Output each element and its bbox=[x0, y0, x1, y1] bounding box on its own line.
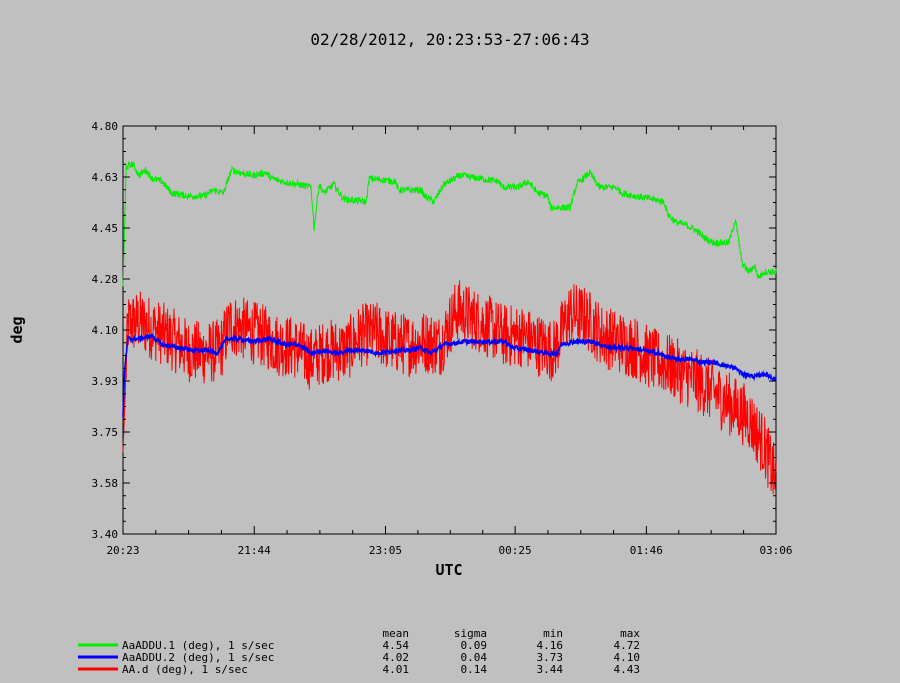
stats-header: max bbox=[620, 627, 640, 640]
stats-value: 4.72 bbox=[614, 639, 641, 652]
legend: mean sigma min max AaADDU.1 (deg), 1 s/sec 4.… bbox=[78, 627, 640, 676]
chart-title: 02/28/2012, 20:23:53-27:06:43 bbox=[310, 30, 589, 49]
y-tick-label: 4.63 bbox=[92, 171, 119, 184]
x-axis-label: UTC bbox=[435, 561, 462, 579]
y-tick-label: 3.58 bbox=[92, 477, 119, 490]
stats-value: 3.73 bbox=[537, 651, 564, 664]
y-tick-label: 3.75 bbox=[92, 426, 119, 439]
x-tick-label: 20:23 bbox=[106, 544, 139, 557]
stats-value: 0.04 bbox=[461, 651, 488, 664]
stats-value: 4.16 bbox=[537, 639, 564, 652]
y-tick-label: 4.45 bbox=[92, 222, 119, 235]
x-tick-label: 23:05 bbox=[369, 544, 402, 557]
legend-label: AA.d (deg), 1 s/sec bbox=[122, 663, 248, 676]
stats-header: sigma bbox=[454, 627, 487, 640]
y-tick-label: 4.80 bbox=[92, 120, 119, 133]
series-line-2 bbox=[122, 333, 777, 418]
series-line-1 bbox=[122, 160, 777, 287]
series-line-3 bbox=[122, 280, 777, 495]
x-tick-label: 01:46 bbox=[630, 544, 663, 557]
x-tick-label: 21:44 bbox=[238, 544, 271, 557]
stats-value: 0.09 bbox=[461, 639, 488, 652]
y-tick-label: 4.28 bbox=[92, 273, 119, 286]
stats-header: min bbox=[543, 627, 563, 640]
x-tick-label: 03:06 bbox=[759, 544, 792, 557]
stats-value: 4.54 bbox=[383, 639, 410, 652]
y-tick-label: 4.10 bbox=[92, 324, 119, 337]
stats-value: 4.02 bbox=[383, 651, 410, 664]
stats-header: mean bbox=[383, 627, 410, 640]
stats-value: 4.10 bbox=[614, 651, 641, 664]
stats-value: 4.43 bbox=[614, 663, 641, 676]
stats-value: 4.01 bbox=[383, 663, 410, 676]
legend-label: AaADDU.2 (deg), 1 s/sec bbox=[122, 651, 274, 664]
axis-layer: 4.80 4.63 4.45 4.28 4.10 3.93 3.75 3.58 3.40 20:2… bbox=[92, 120, 793, 557]
stats-value: 0.14 bbox=[461, 663, 488, 676]
y-tick-label: 3.93 bbox=[92, 375, 119, 388]
legend-label: AaADDU.1 (deg), 1 s/sec bbox=[122, 639, 274, 652]
y-tick-label: 3.40 bbox=[92, 528, 119, 541]
y-axis-label: deg bbox=[8, 316, 26, 343]
x-tick-label: 00:25 bbox=[499, 544, 532, 557]
series-layer bbox=[122, 160, 777, 495]
stats-value: 3.44 bbox=[537, 663, 564, 676]
